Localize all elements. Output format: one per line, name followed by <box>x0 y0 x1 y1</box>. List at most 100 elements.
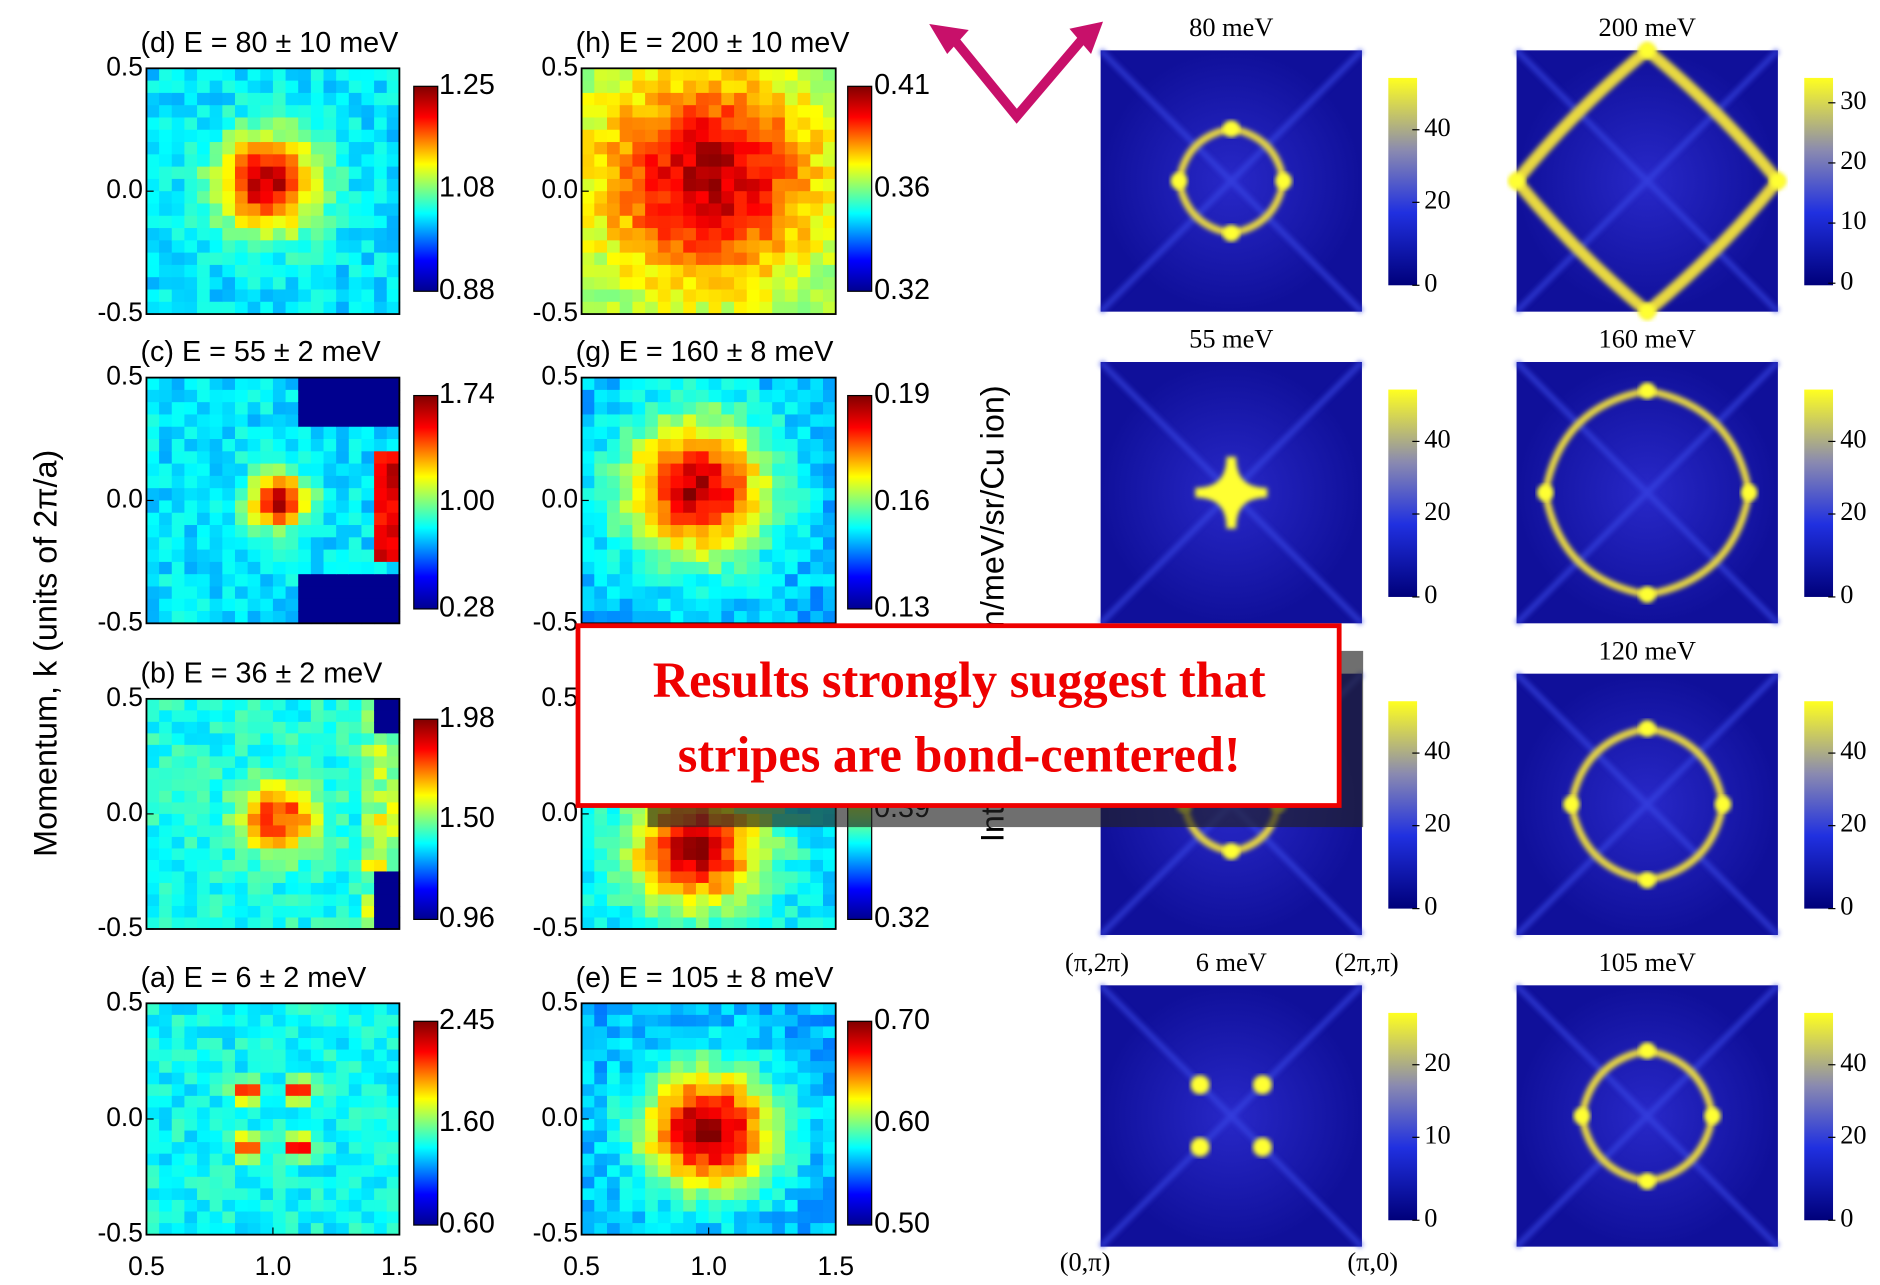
heatmap-panel <box>146 699 400 930</box>
heatmap-cell <box>683 574 696 587</box>
heatmap-cell <box>582 1200 595 1212</box>
heatmap-cell <box>387 439 400 452</box>
heatmap-cell <box>286 883 299 895</box>
heatmap-cell <box>146 611 159 624</box>
panel-title: 6 meV <box>1196 948 1267 977</box>
heatmap-cell <box>248 756 261 768</box>
heatmap-cell <box>594 883 607 895</box>
heatmap-cell <box>336 93 349 106</box>
heatmap-cell <box>172 500 185 513</box>
heatmap-cell <box>607 1096 620 1108</box>
heatmap-cell <box>286 1038 299 1050</box>
heatmap-cell <box>159 1131 172 1143</box>
heatmap-cell <box>159 439 172 452</box>
map-spot <box>1223 843 1240 860</box>
heatmap-cell <box>772 1038 785 1050</box>
heatmap-cell <box>336 414 349 427</box>
heatmap-cell <box>387 427 400 440</box>
heatmap-cell <box>772 599 785 612</box>
heatmap-cell <box>810 68 823 81</box>
heatmap-cell <box>273 894 286 906</box>
heatmap-cell <box>210 710 223 722</box>
heatmap-cell <box>184 802 197 814</box>
corner-label: (2π,π) <box>1335 948 1399 977</box>
heatmap-cell <box>197 179 210 192</box>
heatmap-cell <box>785 871 798 883</box>
panel-title: (a) E = 6 ± 2 meV <box>140 962 367 994</box>
heatmap-cell <box>349 779 362 791</box>
heatmap-cell <box>671 586 684 599</box>
heatmap-cell <box>823 464 836 477</box>
heatmap-cell <box>582 1073 595 1085</box>
heatmap-cell <box>759 378 772 391</box>
heatmap-cell <box>709 93 722 106</box>
heatmap-cell <box>273 93 286 106</box>
heatmap-cell <box>747 574 760 587</box>
heatmap-cell <box>248 562 261 575</box>
heatmap-cell <box>159 240 172 253</box>
heatmap-cell <box>311 142 324 155</box>
heatmap-cell <box>336 1073 349 1085</box>
heatmap-cell <box>159 154 172 167</box>
heatmap-cell <box>146 562 159 575</box>
heatmap-cell <box>146 1142 159 1154</box>
heatmap-cell <box>311 68 324 81</box>
heatmap-cell <box>146 745 159 757</box>
heatmap-cell <box>298 68 311 81</box>
heatmap-cell <box>286 253 299 266</box>
colorbar-tick-label: 40 <box>1840 424 1866 453</box>
heatmap-cell <box>734 228 747 241</box>
heatmap-cell <box>645 1015 658 1027</box>
heatmap-cell <box>361 142 374 155</box>
heatmap-cell <box>260 550 273 563</box>
heatmap-cell <box>798 906 811 918</box>
heatmap-cell <box>311 1096 324 1108</box>
heatmap-cell <box>260 917 273 929</box>
heatmap-cell <box>709 191 722 204</box>
heatmap-cell <box>349 1154 362 1166</box>
intensity-map <box>1101 985 1362 1246</box>
heatmap-cell <box>387 599 400 612</box>
heatmap-cell <box>785 277 798 290</box>
heatmap-cell <box>823 1107 836 1119</box>
heatmap-cell <box>632 1188 645 1200</box>
heatmap-cell <box>620 1119 633 1131</box>
heatmap-cell <box>709 1107 722 1119</box>
heatmap-cell <box>607 1165 620 1177</box>
heatmap-cell <box>146 1050 159 1062</box>
heatmap-cell <box>349 228 362 241</box>
heatmap-cell <box>336 894 349 906</box>
heatmap-cell <box>658 81 671 94</box>
heatmap-cell <box>823 414 836 427</box>
heatmap-cell <box>298 390 311 403</box>
heatmap-cell <box>683 216 696 229</box>
heatmap-cell <box>361 302 374 315</box>
heatmap-cell <box>798 1096 811 1108</box>
heatmap-cell <box>146 710 159 722</box>
heatmap-cell <box>721 848 734 860</box>
heatmap-cell <box>823 68 836 81</box>
heatmap-cell <box>172 277 185 290</box>
heatmap-cell <box>210 390 223 403</box>
heatmap-cell <box>235 142 248 155</box>
heatmap-cell <box>823 894 836 906</box>
heatmap-cell <box>632 427 645 440</box>
heatmap-cell <box>146 814 159 826</box>
heatmap-cell <box>210 1050 223 1062</box>
heatmap-cell <box>671 906 684 918</box>
heatmap-cell <box>658 289 671 302</box>
heatmap-cell <box>235 537 248 550</box>
heatmap-cell <box>311 837 324 849</box>
heatmap-cell <box>222 1131 235 1143</box>
heatmap-cell <box>721 1212 734 1224</box>
heatmap-cell <box>798 574 811 587</box>
heatmap-cell <box>721 562 734 575</box>
heatmap-cell <box>286 1015 299 1027</box>
heatmap-cell <box>759 451 772 464</box>
heatmap-cell <box>286 289 299 302</box>
y-axis-label: Momentum, k (units of 2π/a) <box>28 450 64 857</box>
heatmap-cell <box>184 451 197 464</box>
heatmap-cell <box>387 1200 400 1212</box>
heatmap-cell <box>222 500 235 513</box>
heatmap-cell <box>582 216 595 229</box>
